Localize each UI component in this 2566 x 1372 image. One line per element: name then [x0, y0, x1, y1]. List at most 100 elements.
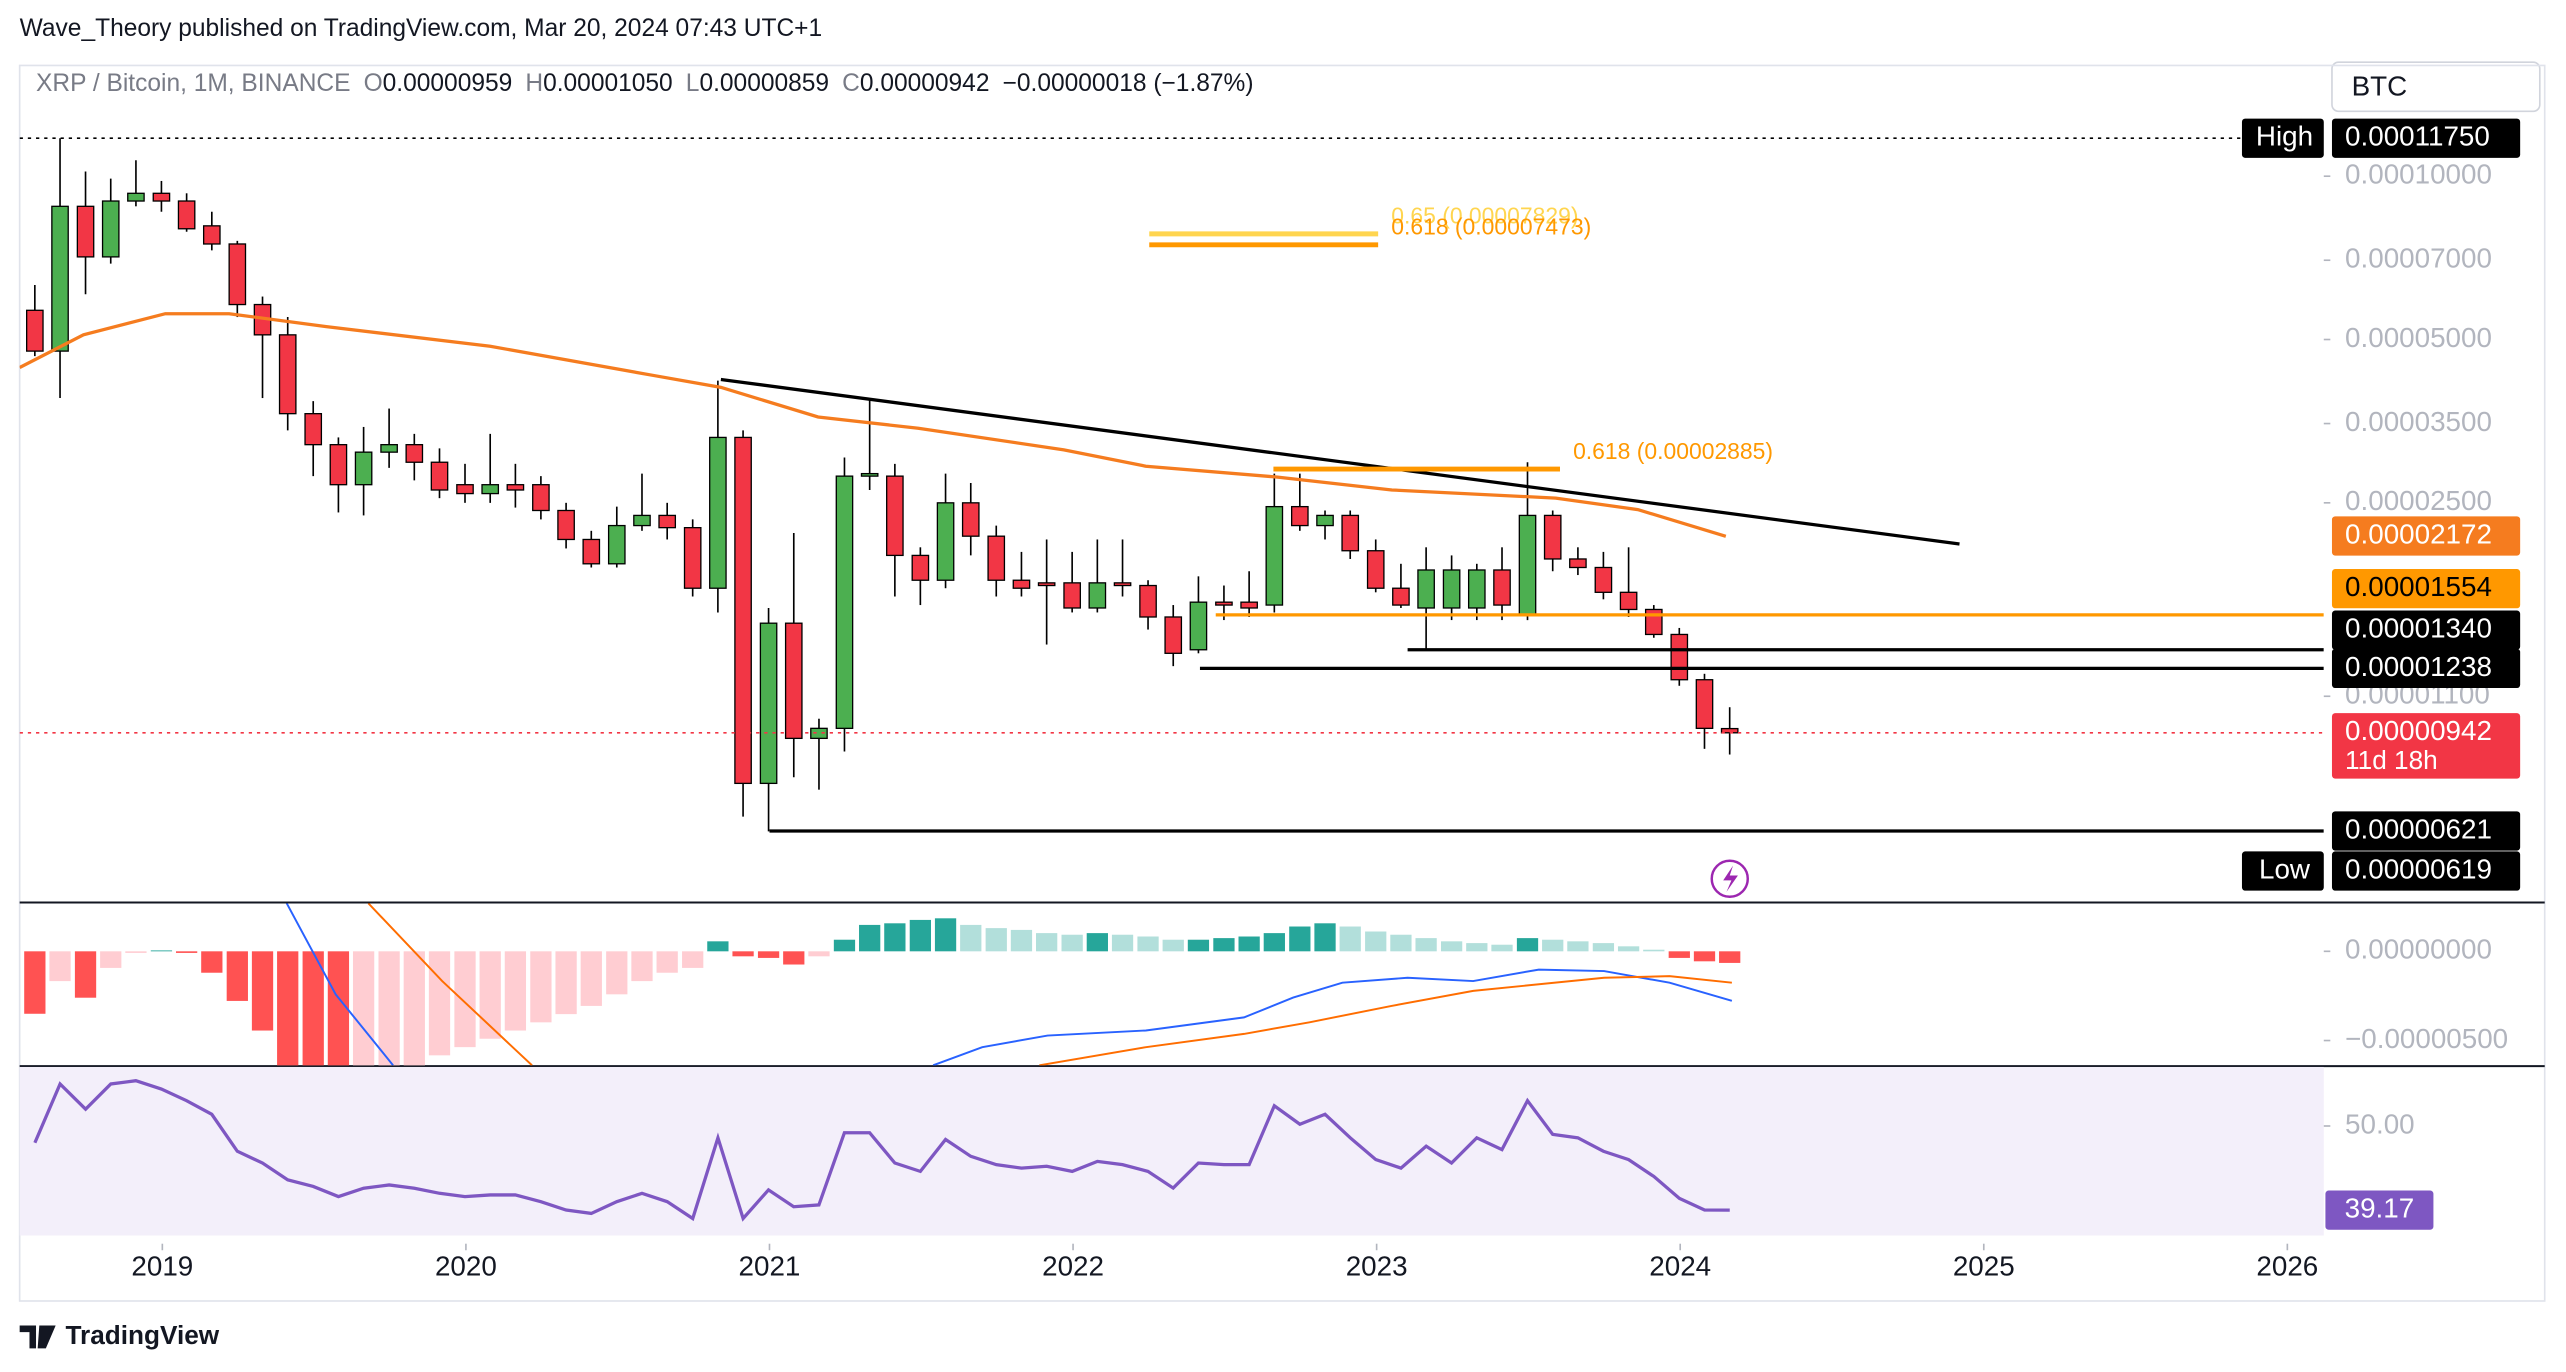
macd-bar — [1086, 933, 1108, 952]
price-label: 0.00001340 — [2345, 612, 2492, 643]
price-label-box — [2331, 648, 2521, 689]
candle-body — [380, 444, 398, 453]
currency[interactable]: BTC — [2352, 71, 2408, 102]
candle-body — [1467, 569, 1486, 609]
price-tag-box — [2241, 118, 2324, 158]
price-label: 0.00011750 — [2345, 121, 2490, 152]
macd-bar — [808, 951, 830, 957]
macd-bar — [1137, 936, 1159, 952]
price-label: 0.00001554 — [2345, 571, 2492, 602]
candle-body — [76, 205, 95, 258]
candle-body — [354, 451, 373, 486]
macd-bar — [580, 951, 602, 1006]
macd-bar — [757, 951, 780, 958]
price-label: 0.00000621 — [2345, 813, 2492, 844]
ohlc-value: 0.00000959 — [383, 71, 513, 98]
candle-body — [228, 243, 247, 306]
ohlc-label: L — [686, 71, 700, 98]
candle-body — [1644, 608, 1663, 636]
change: −0.00000018 (−1.87%) — [1003, 71, 1254, 98]
candle-body — [1088, 582, 1107, 609]
event-icon-bolt — [1723, 865, 1738, 892]
macd-bar — [277, 951, 299, 1066]
macd-bar — [504, 951, 527, 1031]
candle-body — [177, 200, 196, 230]
candle-body — [152, 192, 171, 202]
macd-bar — [1111, 934, 1134, 952]
currency-box[interactable] — [2331, 61, 2541, 113]
ohlc-label: C — [842, 71, 860, 98]
candle-body — [1619, 591, 1638, 611]
candle-body — [860, 472, 879, 477]
macd-bar — [1491, 944, 1513, 952]
price-tag: Low — [2259, 853, 2311, 884]
candle-body — [1366, 550, 1385, 589]
candle-body — [1316, 514, 1334, 527]
candle-body — [101, 200, 120, 258]
macd-bar — [1415, 938, 1437, 952]
macd-bar — [1390, 934, 1412, 952]
trendline — [720, 377, 1960, 546]
candle-body — [734, 436, 752, 785]
price-label-box — [2331, 569, 2521, 609]
macd-bar — [74, 951, 97, 998]
candle-body — [456, 484, 474, 495]
moving-average — [19, 312, 1727, 538]
y-tick-label: 0.00005000 — [2345, 322, 2492, 353]
y-tick-label: 0.00002500 — [2345, 485, 2492, 516]
candle-body — [683, 527, 702, 589]
candle-body — [1518, 514, 1537, 617]
y-tick-label: 0.00000000 — [2345, 934, 2492, 965]
macd-bar — [682, 951, 704, 968]
rsi-line — [33, 1079, 1730, 1222]
candle-body — [961, 502, 980, 537]
macd-bar — [1289, 926, 1311, 952]
candle-body — [987, 535, 1006, 581]
price-tag: High — [2256, 121, 2313, 152]
price-label: 0.00000619 — [2345, 853, 2492, 884]
macd-bar — [1719, 951, 1741, 963]
macd-bar — [1238, 936, 1260, 952]
macd-bar — [327, 951, 350, 1066]
signal-line — [367, 903, 1732, 1066]
x-tick-label: 2023 — [1346, 1251, 1408, 1282]
y-tick-label: −0.00000500 — [2345, 1023, 2508, 1054]
candle-body — [127, 192, 145, 202]
candle-body — [709, 436, 727, 589]
macd-bar — [631, 951, 653, 982]
candle-body — [936, 502, 955, 581]
candle-body — [557, 509, 575, 541]
rsi-background — [19, 1066, 2324, 1236]
candle-body — [1392, 587, 1410, 606]
rsi-pane — [19, 1066, 2324, 1236]
candle-body — [633, 514, 651, 527]
macd-bar — [251, 951, 274, 1031]
x-tick-label: 2019 — [131, 1251, 193, 1282]
macd-bar — [403, 951, 425, 1066]
price-label: 0.00002172 — [2345, 518, 2492, 549]
macd-bar — [1339, 926, 1361, 952]
ohlc-value: 0.00001050 — [543, 71, 673, 98]
publisher: Wave_Theory published on TradingView.com… — [20, 15, 823, 42]
macd-bar — [1643, 949, 1665, 952]
fib-label: 0.618 (0.00002885) — [1573, 438, 1773, 464]
macd-bar — [833, 939, 856, 952]
candle-body — [1543, 514, 1562, 560]
macd-bar — [656, 951, 678, 973]
candle-body — [1240, 601, 1258, 609]
y-tick-label: 0.00010000 — [2345, 159, 2492, 190]
candle-body — [481, 484, 500, 495]
macd-bar — [530, 951, 552, 1023]
macd-bar — [1010, 929, 1033, 952]
x-tick-label: 2026 — [2256, 1251, 2318, 1282]
candle-body — [1037, 582, 1056, 587]
y-tick-label: 50.00 — [2345, 1108, 2415, 1139]
symbol: XRP / Bitcoin, 1M, BINANCE — [36, 71, 350, 98]
y-tick-label: 0.00003500 — [2345, 406, 2492, 437]
macd-bar — [1542, 939, 1564, 952]
candle-body — [886, 475, 904, 557]
price-pane: 0.65 (0.00007829)0.618 (0.00007473) 0.618… — [19, 137, 2324, 833]
candle-body — [1189, 601, 1208, 651]
candle-body — [329, 444, 348, 486]
macd-bar — [1314, 923, 1336, 952]
